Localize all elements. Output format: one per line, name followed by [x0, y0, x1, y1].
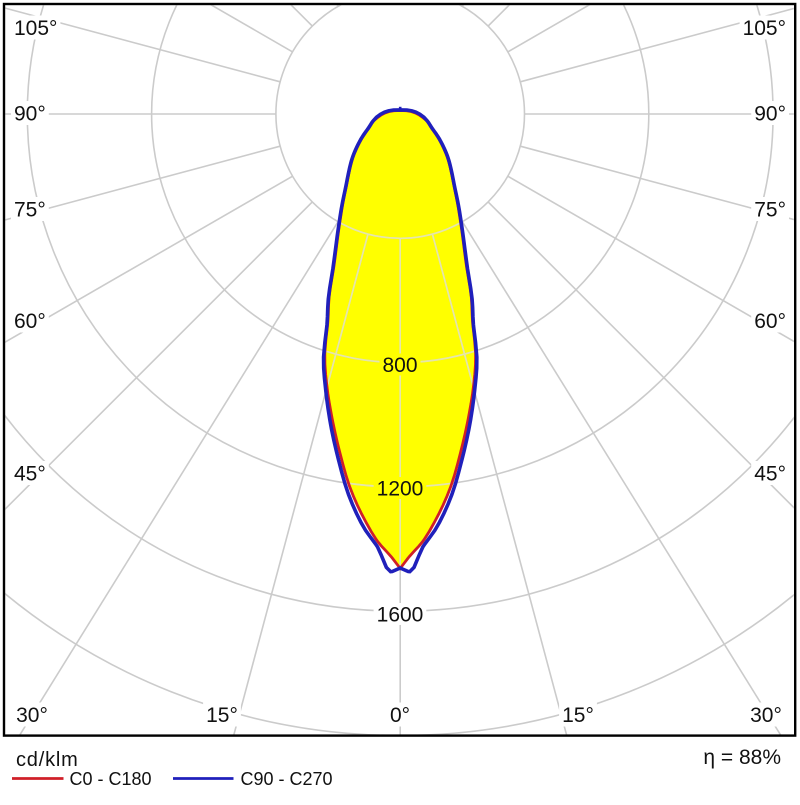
- svg-text:90°: 90°: [14, 103, 46, 126]
- svg-text:105°: 105°: [14, 17, 57, 40]
- svg-text:15°: 15°: [562, 704, 594, 727]
- svg-text:15°: 15°: [206, 704, 238, 727]
- svg-text:800: 800: [382, 354, 417, 377]
- svg-text:60°: 60°: [14, 310, 46, 333]
- svg-text:45°: 45°: [754, 463, 786, 486]
- svg-text:45°: 45°: [14, 463, 46, 486]
- svg-text:C90 - C270: C90 - C270: [241, 769, 333, 789]
- svg-text:30°: 30°: [16, 704, 48, 727]
- svg-text:90°: 90°: [754, 103, 786, 126]
- svg-text:1600: 1600: [377, 604, 424, 627]
- svg-text:75°: 75°: [14, 199, 46, 222]
- svg-text:30°: 30°: [750, 704, 782, 727]
- svg-text:η = 88%: η = 88%: [703, 746, 781, 769]
- svg-text:0°: 0°: [390, 704, 410, 727]
- svg-text:1200: 1200: [377, 478, 424, 501]
- svg-text:60°: 60°: [754, 310, 786, 333]
- svg-text:cd/klm: cd/klm: [16, 749, 79, 771]
- svg-text:C0 - C180: C0 - C180: [70, 769, 152, 789]
- svg-text:75°: 75°: [754, 199, 786, 222]
- svg-text:105°: 105°: [743, 17, 786, 40]
